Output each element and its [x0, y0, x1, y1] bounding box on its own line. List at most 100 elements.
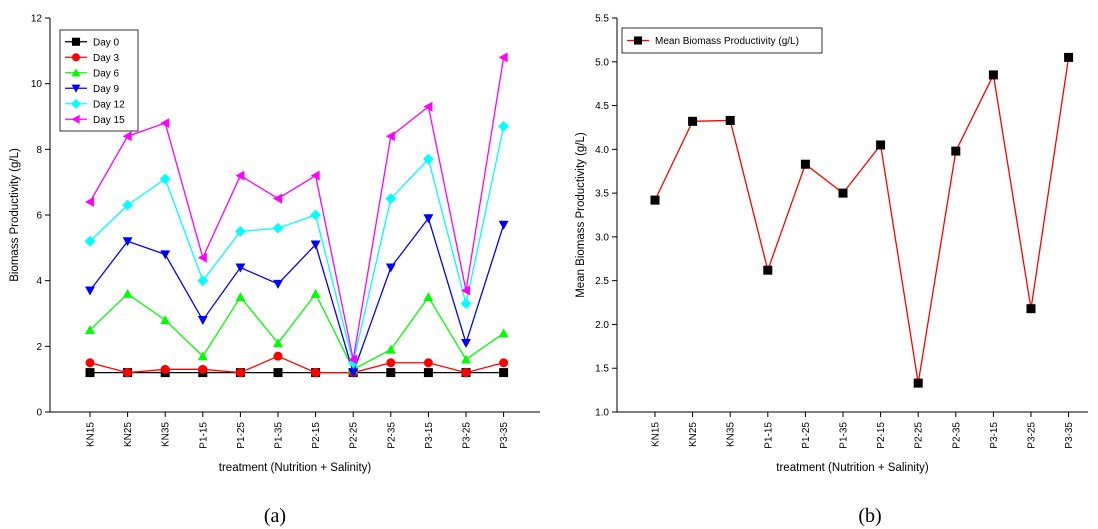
chart-a-data-point [197, 275, 209, 287]
chart-a-data-point [160, 118, 170, 129]
chart-a-data-point [460, 298, 472, 310]
chart-b-x-tick-label: KN25 [688, 422, 699, 447]
chart-a-data-point [385, 193, 397, 204]
chart-b-x-tick-label: P3-15 [989, 422, 1000, 449]
chart-a-series-day-12 [84, 120, 509, 369]
chart-a-data-point [498, 52, 508, 63]
chart-b-legend: Mean Biomass Productivity (g/L) [621, 27, 823, 54]
chart-b-legend-label: Mean Biomass Productivity (g/L) [655, 36, 799, 47]
chart-a-data-point [311, 368, 321, 378]
chart-a-data-point [85, 358, 95, 368]
chart-a-data-point [123, 368, 133, 378]
chart-b-y-tick-label: 4.0 [595, 145, 609, 156]
chart-a-data-point [122, 131, 132, 142]
chart-a-legend-marker [71, 53, 81, 62]
chart-b-legend-marker [633, 36, 643, 45]
chart-b-data-point [763, 265, 773, 275]
chart-b-y-tick-label: 1.0 [595, 408, 609, 419]
chart-a-data-point [85, 286, 95, 296]
chart-a-data-point [273, 338, 283, 348]
chart-a-data-point [310, 240, 321, 250]
chart-a-x-tick-label: P3-35 [499, 422, 510, 449]
chart-b-series-mean-biomass-productivity-g-l [650, 52, 1074, 388]
chart-b-x-tick-label: P1-35 [839, 422, 850, 449]
chart-a-data-point [385, 263, 396, 273]
panel-caption-b: (b) [858, 505, 881, 527]
chart-a-x-tick-label: P1-35 [274, 422, 285, 449]
chart-a-x-axis-title: treatment (Nutrition + Salinity) [219, 462, 372, 474]
chart-a-x-tick-label: P3-25 [462, 422, 473, 449]
chart-b-y-tick-label: 5.5 [595, 14, 609, 25]
chart-a-data-point [160, 315, 171, 325]
chart-b-y-tick-label: 2.5 [595, 276, 609, 287]
chart-a-data-point [423, 153, 434, 165]
chart-b-data-point [1026, 304, 1036, 314]
chart-a-data-point [197, 351, 208, 361]
chart-a-data-point [423, 292, 434, 302]
chart-a-data-point [348, 368, 359, 378]
chart-a-data-point [273, 351, 283, 361]
chart-a-data-point [272, 222, 284, 234]
chart-a-data-point [386, 358, 396, 368]
chart-b-y-tick-label: 3.0 [595, 232, 609, 243]
chart-a-data-point [423, 214, 434, 224]
chart-b-x-tick-label: P2-25 [914, 422, 925, 449]
chart-a-data-point [310, 209, 321, 221]
chart-a-data-point [273, 279, 283, 289]
chart-a-y-tick-label: 8 [36, 145, 42, 156]
chart-b-data-point [988, 70, 998, 80]
chart-b-y-axis-title: Mean Biomass Productivity (g/L) [575, 132, 587, 298]
chart-a-data-point [122, 288, 133, 298]
chart-a-legend-marker [71, 68, 81, 77]
chart-a-x-tick-label: KN25 [123, 422, 134, 447]
chart-a-data-point [273, 193, 283, 204]
chart-b-x-tick-label: KN15 [651, 422, 662, 447]
chart-b-data-point [688, 116, 698, 126]
chart-a-series-line [89, 57, 505, 360]
chart-a-data-point [122, 199, 133, 211]
chart-a-legend-label: Day 15 [93, 115, 125, 126]
chart-a-data-point [235, 226, 246, 237]
panel-caption-a: (a) [264, 505, 286, 527]
chart-b-x-tick-label: P2-35 [951, 422, 962, 449]
chart-a-series-line [89, 292, 504, 371]
chart-b-data-point [800, 159, 810, 169]
chart-a-y-tick-label: 2 [36, 342, 42, 353]
chart-a-legend-label: Day 9 [93, 84, 120, 95]
chart-a-series-line [89, 216, 505, 375]
chart-a-y-axis-title: Biomass Productivity (g/L) [9, 148, 21, 282]
chart-a-legend-label: Day 12 [93, 99, 125, 110]
chart-a-legend: Day 0 Day 3 Day 6 Day 9 Day 12 Day 15 [59, 29, 139, 132]
chart-b-y-tick-label: 4.5 [595, 101, 609, 112]
chart-a-legend-box [59, 29, 139, 132]
chart-a-series-day-9 [85, 214, 509, 378]
chart-a-data-point [235, 368, 245, 378]
chart-a-data-point [461, 368, 471, 378]
chart-a-data-point [461, 339, 471, 348]
chart-a-data-point [85, 196, 95, 207]
chart-a-series-line [89, 355, 504, 374]
chart-b-y-tick-label: 5.0 [595, 57, 609, 68]
chart-a-legend-label: Day 6 [93, 68, 120, 79]
chart-a-data-point [84, 235, 96, 247]
chart-a-series-day-6 [85, 288, 509, 374]
chart-a-x-tick-label: P2-25 [349, 422, 360, 449]
chart-a-data-point [235, 170, 245, 181]
chart-a-data-point [348, 354, 358, 365]
chart-a-x-tick-label: P2-35 [386, 422, 397, 449]
chart-a-data-point [235, 263, 246, 273]
chart-a-data-point [197, 316, 208, 326]
chart-a-legend-marker [71, 98, 81, 109]
chart-a-data-point [461, 285, 471, 296]
chart-b-data-point [913, 378, 923, 388]
chart-a-data-point [386, 368, 396, 378]
chart-a-data-point [122, 237, 133, 247]
chart-a-legend-marker [71, 114, 80, 124]
chart-a-data-point [159, 173, 171, 185]
chart-a-data-point [310, 288, 321, 298]
chart-a-series-line [89, 126, 505, 363]
chart-a-legend-label: Day 0 [93, 37, 120, 48]
chart-a-data-point [423, 368, 433, 378]
chart-a-data-point [423, 101, 433, 112]
